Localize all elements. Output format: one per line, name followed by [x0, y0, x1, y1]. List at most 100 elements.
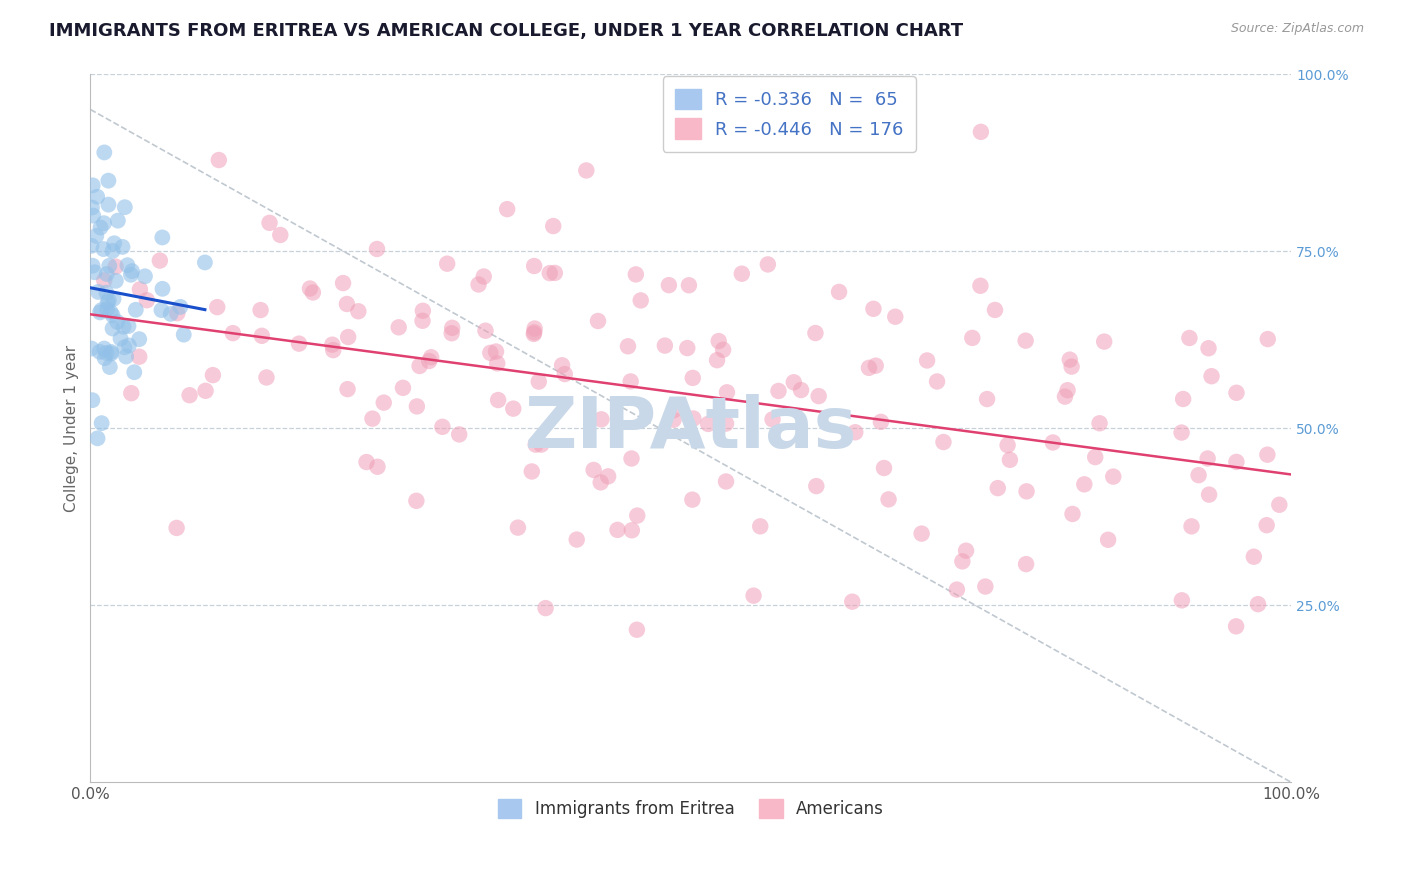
Point — [173, 327, 195, 342]
Point — [104, 274, 127, 288]
Point — [877, 492, 900, 507]
Point — [862, 301, 884, 316]
Point — [807, 389, 830, 403]
Point — [485, 344, 508, 359]
Point — [682, 411, 704, 425]
Point — [1073, 477, 1095, 491]
Point — [82, 178, 104, 193]
Point — [100, 346, 122, 360]
Point — [159, 307, 181, 321]
Point — [89, 344, 111, 359]
Point — [761, 412, 783, 426]
Point — [332, 276, 354, 290]
Point — [89, 220, 111, 235]
Point — [544, 266, 567, 280]
Point — [527, 375, 550, 389]
Point — [80, 201, 103, 215]
Point — [101, 308, 124, 322]
Point — [662, 403, 685, 417]
Point — [731, 267, 754, 281]
Point — [1084, 450, 1107, 464]
Point — [169, 300, 191, 314]
Point — [658, 278, 681, 293]
Point — [194, 384, 217, 398]
Point — [93, 351, 115, 365]
Point — [1097, 533, 1119, 547]
Point — [828, 285, 851, 299]
Point — [620, 523, 643, 537]
Point — [682, 371, 704, 385]
Point — [1180, 519, 1202, 533]
Point — [347, 304, 370, 318]
Point — [474, 324, 496, 338]
Point — [322, 343, 344, 358]
Point — [706, 353, 728, 368]
Point — [654, 338, 676, 352]
Point — [950, 554, 973, 568]
Point — [1092, 334, 1115, 349]
Point — [1171, 392, 1194, 406]
Point — [976, 392, 998, 406]
Point — [449, 427, 471, 442]
Point — [150, 230, 173, 244]
Point — [865, 359, 887, 373]
Point — [128, 350, 150, 364]
Point — [969, 278, 991, 293]
Point — [1225, 619, 1247, 633]
Point — [114, 340, 136, 354]
Text: ZIPAtlas: ZIPAtlas — [524, 393, 858, 463]
Point — [541, 219, 564, 233]
Point — [134, 269, 156, 284]
Point — [84, 228, 107, 243]
Point — [420, 351, 443, 365]
Point — [97, 293, 120, 308]
Point — [96, 267, 118, 281]
Point — [150, 303, 173, 318]
Point — [408, 359, 430, 373]
Point — [1060, 359, 1083, 374]
Point — [111, 240, 134, 254]
Point — [259, 216, 281, 230]
Point — [984, 302, 1007, 317]
Point — [1015, 484, 1038, 499]
Point — [626, 508, 648, 523]
Point — [97, 295, 120, 310]
Point — [100, 345, 122, 359]
Point — [523, 259, 546, 273]
Point — [624, 268, 647, 282]
Point — [1243, 549, 1265, 564]
Point — [1201, 369, 1223, 384]
Point — [152, 282, 174, 296]
Point — [873, 461, 896, 475]
Point — [256, 370, 278, 384]
Point — [1053, 390, 1076, 404]
Point — [524, 437, 547, 451]
Point — [806, 479, 828, 493]
Point — [250, 328, 273, 343]
Point — [496, 202, 519, 216]
Point — [606, 523, 628, 537]
Point — [406, 400, 429, 414]
Point — [714, 475, 737, 489]
Point — [676, 341, 699, 355]
Point — [884, 310, 907, 324]
Point — [392, 381, 415, 395]
Point — [586, 314, 609, 328]
Point — [997, 438, 1019, 452]
Point — [486, 392, 509, 407]
Point — [440, 326, 463, 341]
Point — [998, 452, 1021, 467]
Point — [841, 595, 863, 609]
Point — [288, 336, 311, 351]
Point — [93, 242, 115, 256]
Point — [105, 315, 128, 329]
Point — [617, 339, 640, 353]
Point — [90, 416, 112, 430]
Point — [207, 300, 229, 314]
Point — [523, 326, 546, 340]
Point — [915, 353, 938, 368]
Point — [96, 346, 118, 360]
Point — [1102, 469, 1125, 483]
Point — [336, 382, 359, 396]
Point — [534, 601, 557, 615]
